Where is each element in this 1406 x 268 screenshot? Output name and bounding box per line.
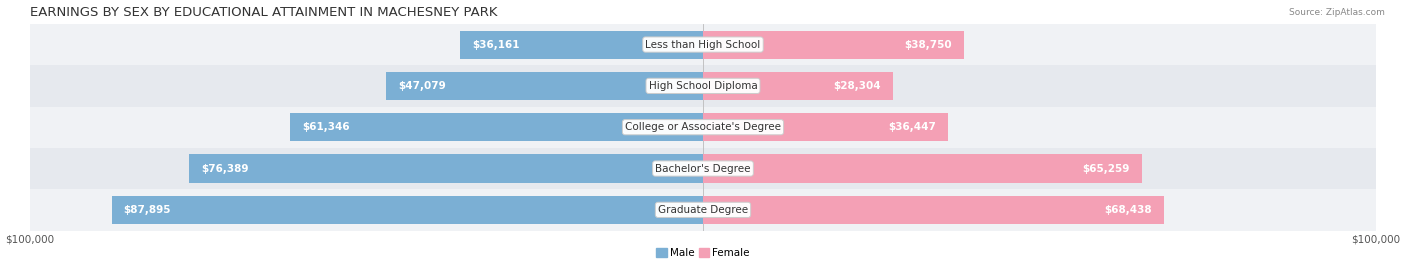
Text: $87,895: $87,895 [124,205,172,215]
Bar [703,72,893,100]
Text: Less than High School: Less than High School [645,40,761,50]
Text: $38,750: $38,750 [904,40,952,50]
Text: Bachelor's Degree: Bachelor's Degree [655,163,751,173]
Bar [290,113,703,141]
Text: College or Associate's Degree: College or Associate's Degree [626,122,780,132]
Bar [30,189,1376,230]
Text: $36,161: $36,161 [472,40,519,50]
Bar [30,148,1376,189]
Bar [703,196,1164,224]
Text: $47,079: $47,079 [398,81,446,91]
Bar [703,113,948,141]
Text: $76,389: $76,389 [201,163,249,173]
Bar [387,72,703,100]
Bar [30,65,1376,107]
Bar [703,31,963,59]
Bar [30,24,1376,65]
Legend: Male, Female: Male, Female [652,244,754,262]
Text: Source: ZipAtlas.com: Source: ZipAtlas.com [1289,8,1385,17]
Text: $61,346: $61,346 [302,122,350,132]
Text: EARNINGS BY SEX BY EDUCATIONAL ATTAINMENT IN MACHESNEY PARK: EARNINGS BY SEX BY EDUCATIONAL ATTAINMEN… [30,6,498,18]
Bar [188,154,703,183]
Text: $36,447: $36,447 [889,122,936,132]
Bar [703,154,1142,183]
Text: Graduate Degree: Graduate Degree [658,205,748,215]
Text: High School Diploma: High School Diploma [648,81,758,91]
Bar [111,196,703,224]
Bar [460,31,703,59]
Text: $65,259: $65,259 [1083,163,1130,173]
Text: $28,304: $28,304 [834,81,882,91]
Text: $68,438: $68,438 [1104,205,1152,215]
Bar [30,107,1376,148]
